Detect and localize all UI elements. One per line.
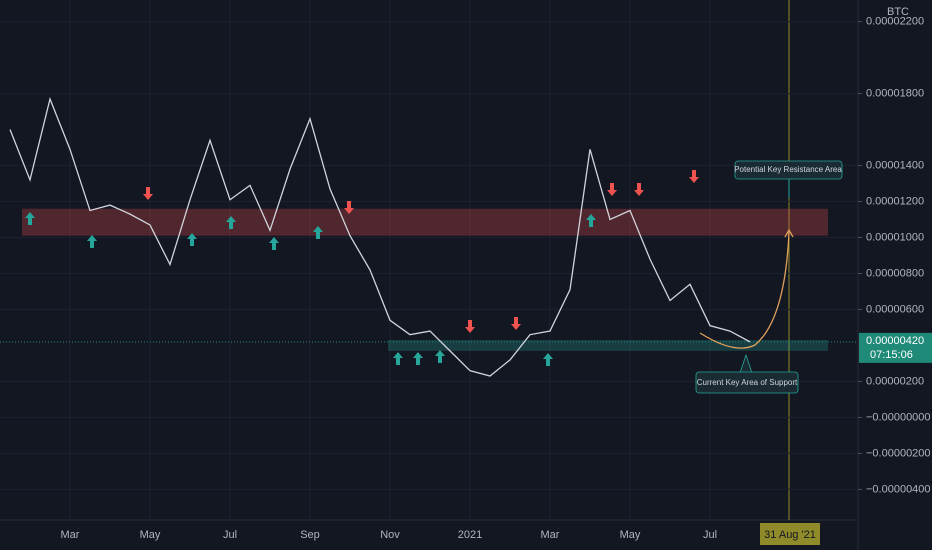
y-tick-label: 0.00001000 [866,231,924,243]
zone [388,340,828,351]
price-line [9,96,751,377]
x-tick-label: Sep [300,529,320,541]
annotation-box [734,160,843,180]
projection-curve [699,231,790,349]
y-tick-label: −0.00000200 [866,447,931,459]
crosshair-date-box [760,523,820,545]
x-tick-label: May [620,529,641,541]
support-annotation: Current Key Area of Support [697,378,798,387]
resistance-annotation: Potential Key Resistance Area [734,165,842,174]
x-tick-label: Jul [223,529,237,541]
y-tick-label: 0.00001200 [866,195,924,207]
y-tick-label: −0.00000400 [866,483,931,495]
annotation-pointer [739,353,753,374]
x-tick-label: 2021 [458,529,482,541]
y-tick-label: −0.00000000 [866,411,931,423]
resistance-arrows [143,170,699,333]
x-tick-label: May [140,529,161,541]
y-tick-label: 0.00001800 [866,87,924,99]
x-tick-label: Nov [380,529,400,541]
x-tick-label: Jul [703,529,717,541]
y-tick-label: 0.00001400 [866,159,924,171]
y-tick-label: 0.00000600 [866,303,924,315]
y-tick-label: 0.00000800 [866,267,924,279]
crosshair-date: 31 Aug '21 [764,529,816,541]
zone [22,208,828,236]
countdown-label: 07:15:06 [870,349,913,361]
current-price-label: 0.00000420 [866,335,924,347]
current-price-box [859,332,932,363]
y-tick-label: 0.00000200 [866,375,924,387]
plot [0,0,858,520]
support-arrows [25,212,596,366]
y-tick-label: 0.00002200 [866,15,924,27]
annotation-box [695,371,799,394]
x-tick-label: Mar [541,529,560,541]
projection-arrowhead [784,228,794,238]
unit-label: BTC [887,6,909,18]
x-tick-label: Mar [61,529,80,541]
